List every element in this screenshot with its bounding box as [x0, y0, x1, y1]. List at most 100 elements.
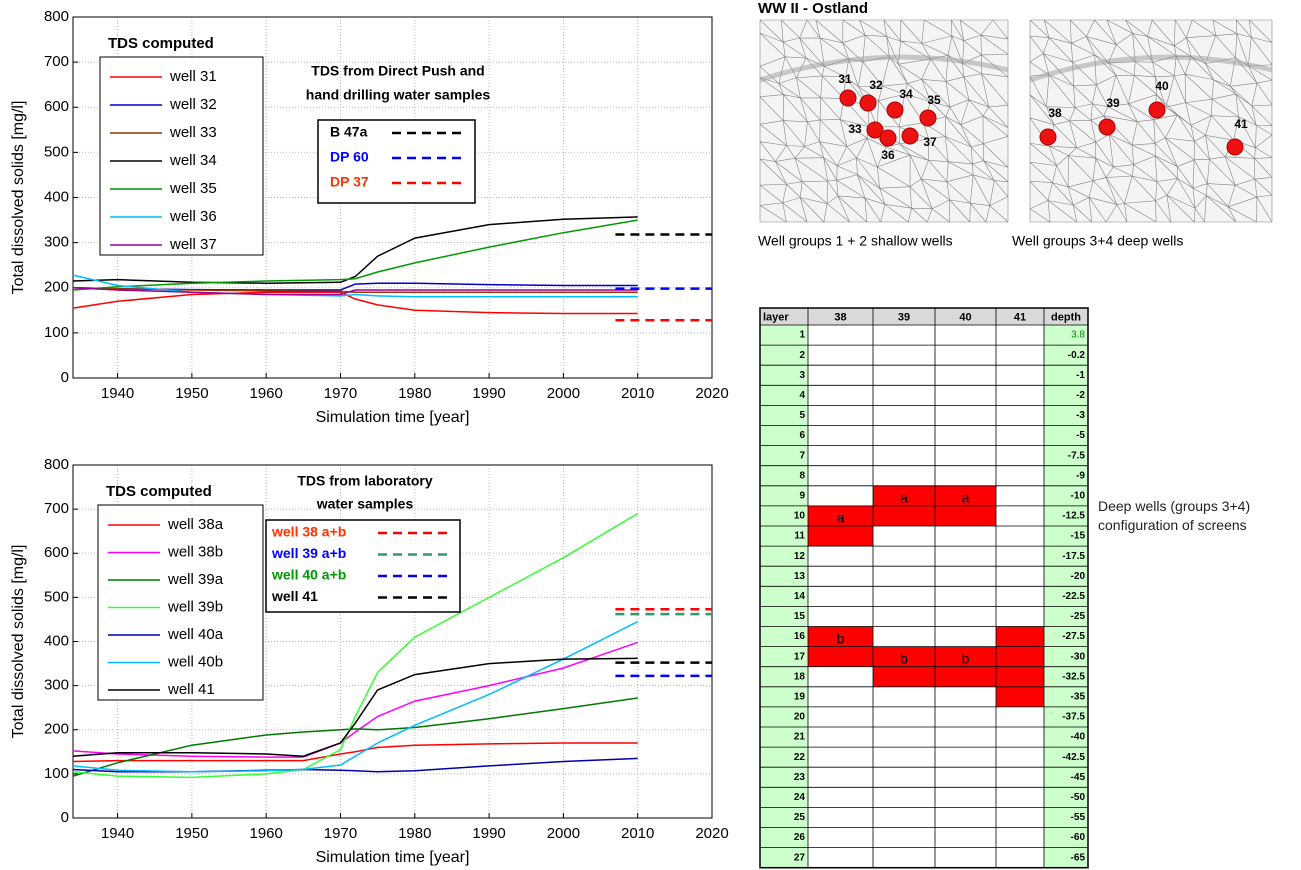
- sample-title: TDS from laboratory: [297, 473, 433, 489]
- layer-number: 22: [794, 752, 806, 763]
- layer-number: 17: [794, 651, 806, 662]
- well-label: 34: [899, 87, 913, 101]
- depth-value: -45: [1071, 772, 1086, 783]
- sample-title: TDS from Direct Push and: [311, 63, 484, 79]
- well-marker: [840, 90, 856, 106]
- layer-number: 18: [794, 671, 806, 682]
- y-tick-label: 300: [44, 234, 69, 251]
- x-tick-label: 2010: [621, 385, 654, 402]
- series-line: [73, 292, 638, 313]
- depth-value: -50: [1071, 792, 1086, 803]
- well-label: 41: [1234, 117, 1248, 131]
- depth-value: -20: [1071, 571, 1086, 582]
- sample-label: well 40 a+b: [271, 567, 346, 583]
- y-tick-label: 0: [61, 369, 69, 386]
- legend-label: well 38a: [167, 516, 224, 533]
- well-label: 39: [1106, 96, 1120, 110]
- y-tick-label: 400: [44, 188, 69, 205]
- x-tick-label: 1990: [472, 385, 505, 402]
- screen-label: b: [900, 650, 908, 666]
- table-header: layer: [763, 311, 789, 323]
- well-label: 35: [927, 93, 941, 107]
- x-tick-label: 1970: [324, 385, 357, 402]
- depth-value: -3: [1076, 410, 1085, 421]
- y-tick-label: 100: [44, 765, 69, 782]
- well-marker: [902, 128, 918, 144]
- layer-number: 13: [794, 571, 806, 582]
- y-tick-label: 400: [44, 632, 69, 649]
- legend-label: well 31: [169, 68, 217, 85]
- figure: 0 100 200 300 400 500 600 700 800 1940 1950 1960 197…: [0, 0, 1301, 870]
- well-label: 38: [1048, 106, 1062, 120]
- layer-number: 20: [794, 712, 806, 723]
- x-tick-label: 1950: [175, 825, 208, 842]
- y-tick-label: 700: [44, 500, 69, 517]
- y-tick-label: 600: [44, 544, 69, 561]
- sample-title: hand drilling water samples: [306, 87, 491, 103]
- well-marker: [1149, 102, 1165, 118]
- depth-value: -22.5: [1062, 591, 1085, 602]
- y-tick-label: 600: [44, 98, 69, 115]
- x-tick-label: 2000: [547, 385, 580, 402]
- layer-number: 15: [794, 611, 806, 622]
- x-axis-label: Simulation time [year]: [316, 849, 470, 866]
- screen-label: b: [837, 630, 845, 646]
- x-tick-label: 1950: [175, 385, 208, 402]
- depth-value: -42.5: [1062, 752, 1085, 763]
- table-header: 39: [898, 311, 910, 323]
- layer-number: 27: [794, 852, 806, 863]
- sample-label: DP 37: [330, 174, 369, 190]
- well-label: 33: [848, 122, 862, 136]
- legend-label: well 33: [169, 124, 217, 141]
- table-header: depth: [1051, 311, 1081, 323]
- x-tick-label: 2020: [695, 825, 728, 842]
- layer-number: 25: [794, 812, 806, 823]
- depth-value: -17.5: [1062, 551, 1085, 562]
- depth-value: -25: [1071, 611, 1086, 622]
- depth-value: -60: [1071, 832, 1086, 843]
- x-tick-label: 1940: [101, 385, 134, 402]
- table-frame: [760, 308, 1088, 868]
- layer-number: 23: [794, 772, 806, 783]
- legend-label: well 38b: [167, 543, 223, 560]
- layer-number: 16: [794, 631, 806, 642]
- well-label: 31: [838, 72, 852, 86]
- sample-label: well 38 a+b: [271, 524, 346, 540]
- x-axis-label: Simulation time [year]: [316, 409, 470, 426]
- y-tick-label: 500: [44, 143, 69, 160]
- y-axis-label: Total dissolved solids [mg/l]: [10, 545, 27, 739]
- legend-label: well 40a: [167, 626, 224, 643]
- layer-number: 14: [794, 591, 806, 602]
- depth-value: -27.5: [1062, 631, 1085, 642]
- map-title: WW II - Ostland: [758, 0, 868, 17]
- table-header: 41: [1014, 311, 1026, 323]
- screen-label: a: [900, 490, 908, 506]
- y-tick-label: 800: [44, 456, 69, 473]
- well-label: 32: [869, 78, 883, 92]
- table-header-bg: [760, 308, 1088, 325]
- depth-value: -5: [1076, 430, 1085, 441]
- y-tick-label: 800: [44, 8, 69, 25]
- y-tick-label: 700: [44, 53, 69, 70]
- table-header: 38: [834, 311, 846, 323]
- map-caption: Well groups 3+4 deep wells: [1012, 233, 1183, 249]
- depth-value: -2: [1076, 390, 1085, 401]
- depth-value: -65: [1071, 852, 1086, 863]
- depth-value: -7.5: [1068, 450, 1086, 461]
- x-tick-label: 2020: [695, 385, 728, 402]
- x-tick-label: 2010: [621, 825, 654, 842]
- y-tick-label: 200: [44, 721, 69, 738]
- depth-value: -10: [1071, 490, 1086, 501]
- layer-number: 2: [799, 350, 805, 361]
- x-tick-label: 1960: [249, 385, 282, 402]
- x-tick-label: 2000: [547, 825, 580, 842]
- y-tick-label: 300: [44, 677, 69, 694]
- depth-value: -15: [1071, 531, 1086, 542]
- layer-number: 9: [799, 490, 805, 501]
- x-tick-label: 1960: [249, 825, 282, 842]
- series-line: [73, 698, 638, 776]
- depth-value: 3.8: [1071, 330, 1085, 341]
- legend-title: TDS computed: [106, 483, 212, 500]
- x-tick-label: 1980: [398, 385, 431, 402]
- layer-number: 26: [794, 832, 806, 843]
